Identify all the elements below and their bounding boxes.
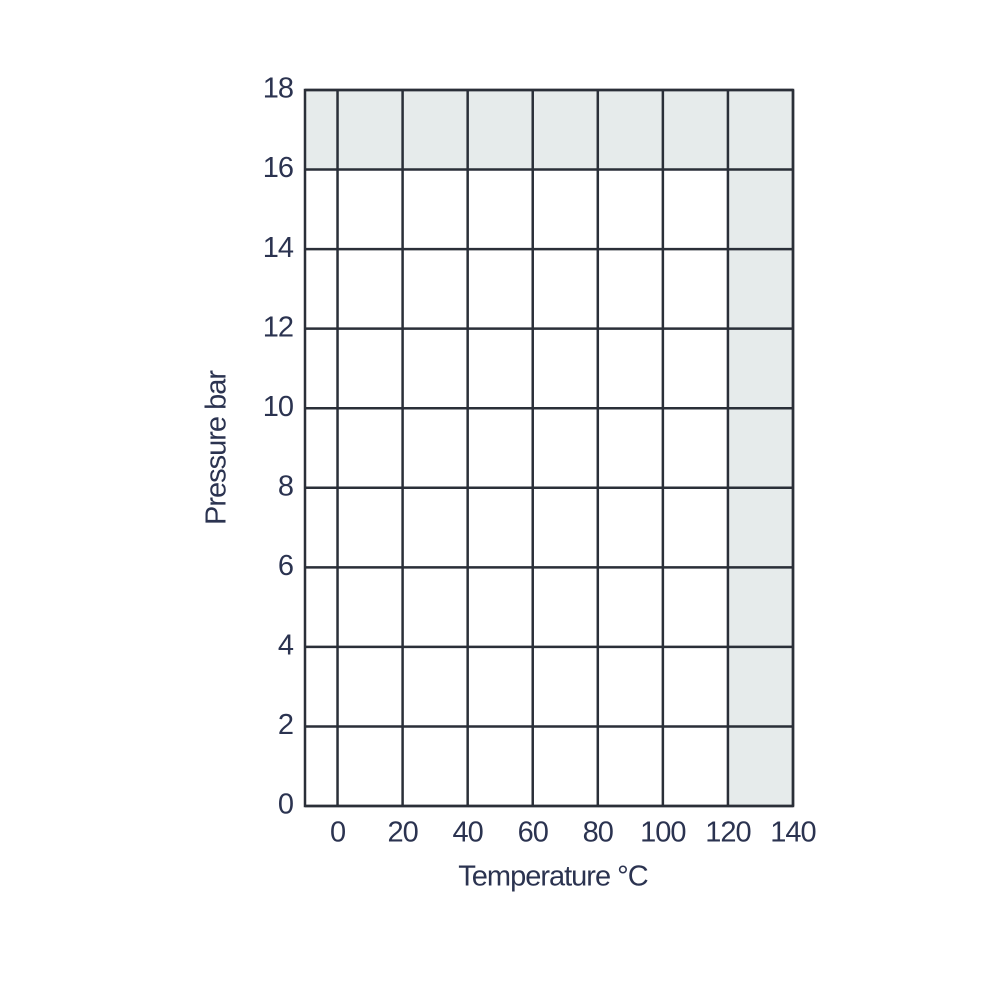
- y-tick-label: 16: [263, 152, 293, 184]
- y-tick-label: 18: [263, 73, 293, 105]
- x-tick-label: 120: [705, 817, 750, 849]
- y-axis-title: Pressure bar: [201, 370, 233, 525]
- y-tick-label: 2: [278, 709, 293, 741]
- y-tick-label: 6: [278, 550, 293, 582]
- y-tick-label: 8: [278, 470, 293, 502]
- y-tick-label: 10: [263, 391, 293, 423]
- x-tick-label: 60: [518, 817, 548, 849]
- x-tick-label: 80: [583, 817, 613, 849]
- x-tick-label: 140: [770, 817, 815, 849]
- y-tick-label: 14: [263, 232, 294, 264]
- x-tick-label: 100: [640, 817, 685, 849]
- x-tick-label: 0: [330, 817, 345, 849]
- plot-frame: [303, 88, 795, 808]
- x-tick-label: 20: [387, 817, 417, 849]
- x-axis-title: Temperature °C: [458, 861, 647, 893]
- y-tick-label: 0: [278, 789, 293, 821]
- x-tick-label: 40: [453, 817, 483, 849]
- y-tick-label: 12: [263, 311, 293, 343]
- y-tick-label: 4: [278, 630, 294, 662]
